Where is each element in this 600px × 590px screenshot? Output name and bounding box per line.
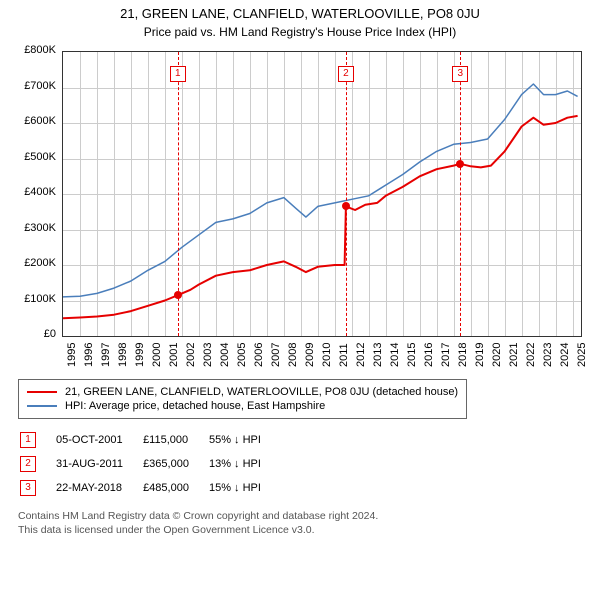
event-line-2 [346,52,347,336]
legend-swatch-price_paid [27,391,57,393]
event-delta: 15% ↓ HPI [209,477,279,499]
table-row: 3 22-MAY-2018£485,00015% ↓ HPI [20,477,279,499]
caption-line1: Contains HM Land Registry data © Crown c… [18,510,378,522]
y-axis-tick-label: £200K [10,257,56,269]
x-axis-tick-label: 2002 [185,343,197,367]
event-line-3 [460,52,461,336]
x-axis-tick-label: 2003 [202,343,214,367]
x-axis-tick-label: 2021 [508,343,520,367]
chart-title-address: 21, GREEN LANE, CLANFIELD, WATERLOOVILLE… [0,6,600,21]
plot-area: 1 2 3 [62,51,582,337]
y-axis-tick-label: £800K [10,44,56,56]
x-axis-tick-label: 2022 [525,343,537,367]
sale-marker-1 [174,291,182,299]
x-axis-tick-label: 2014 [389,343,401,367]
x-axis-tick-label: 2011 [338,343,350,367]
caption-line2: This data is licensed under the Open Gov… [18,524,315,536]
event-marker-label-1: 1 [170,66,186,82]
event-badge-2: 2 [20,456,36,472]
series-price_paid [63,116,578,318]
x-axis-tick-label: 2020 [491,343,503,367]
x-axis-tick-label: 2015 [406,343,418,367]
sale-marker-3 [456,160,464,168]
data-attribution: Contains HM Land Registry data © Crown c… [18,509,582,537]
chart-area: 1 2 3 £0 £100K £200K £300K £400K £500K £600K £700K… [10,47,590,373]
event-price: £365,000 [143,453,207,475]
x-axis-tick-label: 2018 [457,343,469,367]
y-axis-tick-label: £600K [10,115,56,127]
x-axis-tick-label: 1996 [83,343,95,367]
y-axis-tick-label: £0 [10,328,56,340]
series-hpi [63,84,578,297]
chart-title-subtitle: Price paid vs. HM Land Registry's House … [0,25,600,39]
series-layer [63,52,581,336]
table-row: 1 05-OCT-2001£115,00055% ↓ HPI [20,429,279,451]
legend-item-price_paid: 21, GREEN LANE, CLANFIELD, WATERLOOVILLE… [27,386,458,398]
x-axis-tick-label: 2007 [270,343,282,367]
event-date: 05-OCT-2001 [56,429,141,451]
y-axis-tick-label: £300K [10,222,56,234]
table-row: 2 31-AUG-2011£365,00013% ↓ HPI [20,453,279,475]
y-axis-tick-label: £100K [10,293,56,305]
event-marker-label-2: 2 [338,66,354,82]
event-date: 22-MAY-2018 [56,477,141,499]
x-axis-tick-label: 2005 [236,343,248,367]
x-axis-tick-label: 1997 [100,343,112,367]
x-axis-tick-label: 2000 [151,343,163,367]
x-axis-tick-label: 2025 [576,343,588,367]
events-table: 1 05-OCT-2001£115,00055% ↓ HPI 2 31-AUG-201… [18,427,281,501]
x-axis-tick-label: 2019 [474,343,486,367]
event-date: 31-AUG-2011 [56,453,141,475]
event-price: £485,000 [143,477,207,499]
event-marker-label-3: 3 [452,66,468,82]
event-price: £115,000 [143,429,207,451]
x-axis-tick-label: 2006 [253,343,265,367]
x-axis-tick-label: 2016 [423,343,435,367]
y-axis-tick-label: £500K [10,151,56,163]
x-axis-tick-label: 1999 [134,343,146,367]
x-axis-tick-label: 1998 [117,343,129,367]
legend: 21, GREEN LANE, CLANFIELD, WATERLOOVILLE… [18,379,467,419]
y-axis-tick-label: £400K [10,186,56,198]
legend-label-hpi: HPI: Average price, detached house, East… [65,400,325,412]
legend-swatch-hpi [27,405,57,407]
x-axis-tick-label: 2001 [168,343,180,367]
legend-item-hpi: HPI: Average price, detached house, East… [27,400,458,412]
x-axis-tick-label: 2010 [321,343,333,367]
event-delta: 55% ↓ HPI [209,429,279,451]
legend-label-price_paid: 21, GREEN LANE, CLANFIELD, WATERLOOVILLE… [65,386,458,398]
y-axis-tick-label: £700K [10,80,56,92]
x-axis-tick-label: 2008 [287,343,299,367]
x-axis-tick-label: 2012 [355,343,367,367]
x-axis-tick-label: 2024 [559,343,571,367]
x-axis-tick-label: 2023 [542,343,554,367]
x-axis-tick-label: 2013 [372,343,384,367]
event-badge-1: 1 [20,432,36,448]
event-badge-3: 3 [20,480,36,496]
x-axis-tick-label: 2017 [440,343,452,367]
x-axis-tick-label: 2004 [219,343,231,367]
x-axis-tick-label: 1995 [66,343,78,367]
x-axis-tick-label: 2009 [304,343,316,367]
event-delta: 13% ↓ HPI [209,453,279,475]
